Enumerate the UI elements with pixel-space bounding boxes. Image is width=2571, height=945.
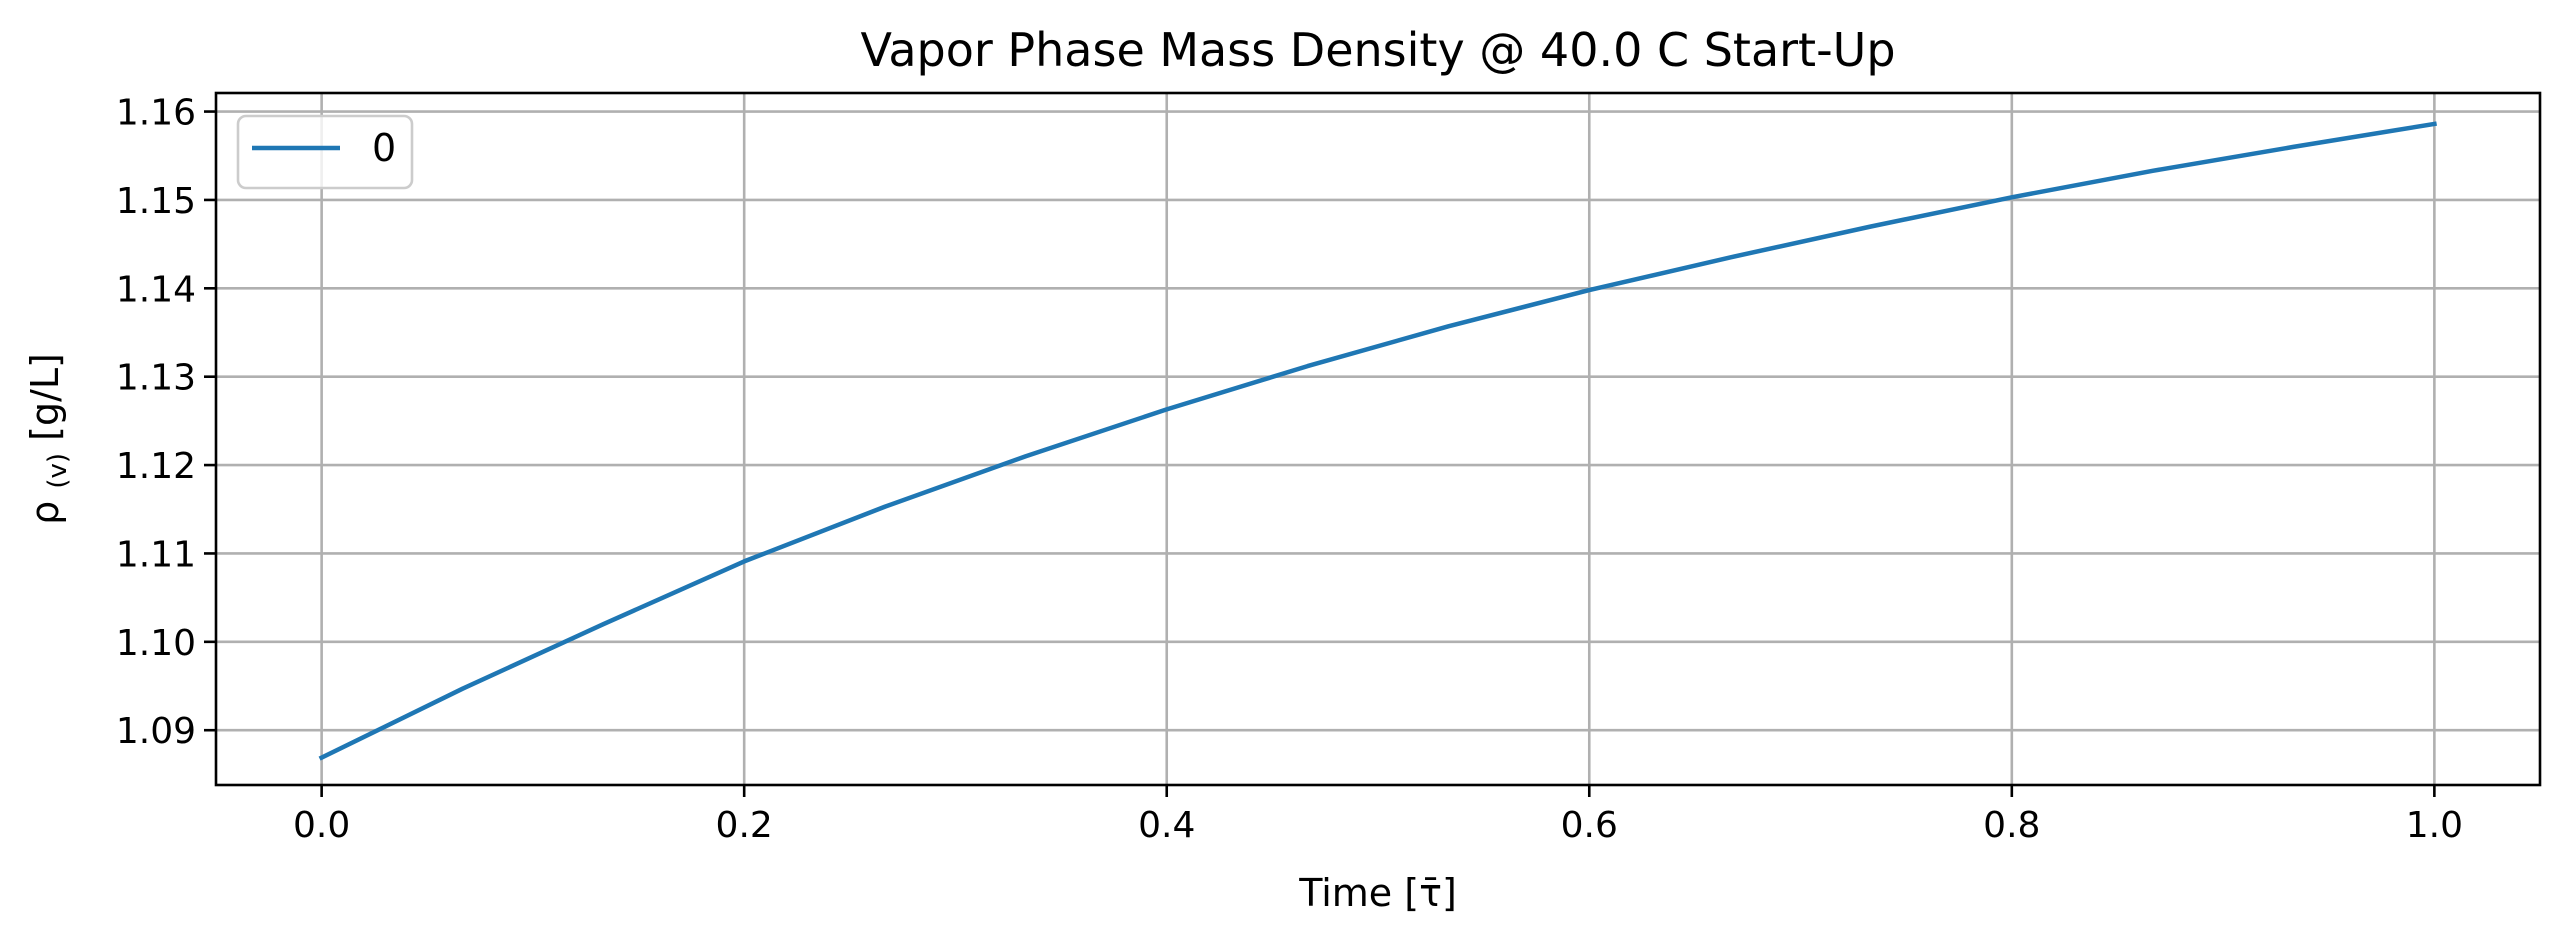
series-line — [318, 121, 2437, 761]
x-tick-label: 0.0 — [293, 805, 350, 846]
y-tick-label: 1.11 — [116, 534, 196, 575]
legend: 0 — [236, 114, 414, 190]
y-axis-label-subscript: (v) — [43, 453, 73, 489]
x-tick-label: 0.6 — [1561, 805, 1618, 846]
series-layer — [318, 121, 2437, 761]
x-tick-label: 0.8 — [1983, 805, 2040, 846]
y-tick-label: 1.15 — [116, 181, 196, 222]
legend-label: 0 — [372, 126, 396, 170]
y-tick-label: 1.16 — [116, 93, 196, 134]
x-axis-ticks: 0.0 0.2 0.4 0.6 0.8 1.0 — [293, 785, 2463, 846]
y-axis-label-units: [g/L] — [23, 353, 67, 441]
y-axis-label-symbol: ρ — [23, 501, 67, 525]
y-axis-ticks: 1.09 1.10 1.11 1.12 1.13 1.14 1.15 1.16 — [116, 93, 216, 752]
y-tick-label: 1.13 — [116, 358, 196, 399]
y-tick-label: 1.12 — [116, 446, 196, 487]
y-tick-label: 1.09 — [116, 711, 196, 752]
x-tick-label: 0.2 — [716, 805, 773, 846]
grid-lines — [216, 93, 2540, 785]
x-axis-label: Time [τ̄] — [1298, 871, 1457, 915]
plot-frame — [214, 91, 2542, 787]
y-tick-label: 1.14 — [116, 269, 196, 310]
x-tick-label: 1.0 — [2406, 805, 2463, 846]
y-tick-label: 1.10 — [116, 623, 196, 664]
legend-frame — [236, 114, 414, 190]
x-tick-label: 0.4 — [1138, 805, 1195, 846]
chart-title: Vapor Phase Mass Density @ 40.0 C Start-… — [860, 23, 1895, 77]
y-axis-label: ρ (v) [g/L] — [23, 353, 75, 525]
